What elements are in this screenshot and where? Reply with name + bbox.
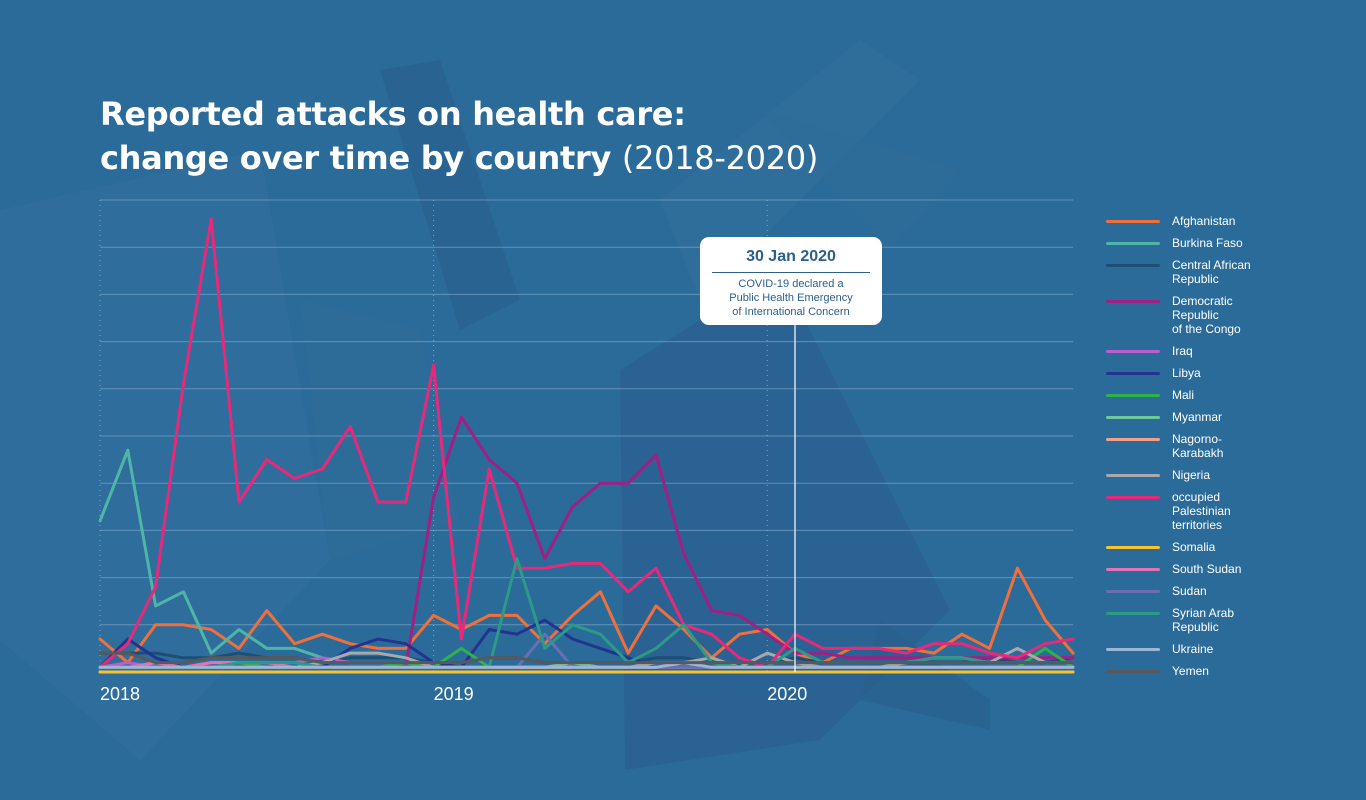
legend-swatch — [1106, 568, 1160, 571]
legend-swatch — [1106, 590, 1160, 593]
legend-item: Democratic Republic of the Congo — [1106, 294, 1282, 336]
legend-swatch — [1106, 264, 1160, 267]
chart-title-line1: Reported attacks on health care: — [100, 95, 686, 133]
chart-series — [98, 217, 1075, 674]
legend-item: Nagorno- Karabakh — [1106, 432, 1282, 460]
x-axis-ticks: 2018 2019 2020 — [100, 684, 807, 704]
series-line-yemen — [98, 651, 1075, 665]
legend-label: Sudan — [1172, 584, 1207, 598]
legend-item: Sudan — [1106, 584, 1282, 598]
legend-item: Libya — [1106, 366, 1282, 380]
legend-label: Mali — [1172, 388, 1195, 402]
legend-item: Yemen — [1106, 664, 1282, 678]
legend-label: Syrian Arab Republic — [1172, 606, 1235, 634]
chart-title: Reported attacks on health care: change … — [100, 92, 818, 180]
legend-label: Libya — [1172, 366, 1201, 380]
legend-swatch — [1106, 496, 1160, 499]
series-line-occupied-palestinian-territories — [98, 217, 1075, 669]
legend-label: Ukraine — [1172, 642, 1214, 656]
legend-label: Nigeria — [1172, 468, 1211, 482]
legend-swatch — [1106, 438, 1160, 441]
series-line-afghanistan — [98, 566, 1075, 665]
annotation-date: 30 Jan 2020 — [712, 247, 870, 273]
legend-item: Nigeria — [1106, 468, 1282, 482]
legend-swatch — [1106, 648, 1160, 651]
legend-label: Iraq — [1172, 344, 1193, 358]
legend-swatch — [1106, 416, 1160, 419]
series-line-ukraine — [98, 661, 1075, 669]
legend-label: Afghanistan — [1172, 214, 1236, 228]
legend-item: Myanmar — [1106, 410, 1282, 424]
legend-swatch — [1106, 670, 1160, 673]
annotation-text: COVID-19 declared a Public Health Emerge… — [729, 278, 853, 318]
legend-label: occupied Palestinian territories — [1172, 490, 1231, 532]
legend-item: Central African Republic — [1106, 258, 1282, 286]
legend-item: South Sudan — [1106, 562, 1282, 576]
legend-label: Nagorno- Karabakh — [1172, 432, 1224, 460]
x-tick-label: 2020 — [767, 684, 807, 704]
legend-swatch — [1106, 474, 1160, 477]
legend-swatch — [1106, 372, 1160, 375]
legend-item: Syrian Arab Republic — [1106, 606, 1282, 634]
legend-item: Ukraine — [1106, 642, 1282, 656]
legend-swatch — [1106, 612, 1160, 615]
legend-label: South Sudan — [1172, 562, 1242, 576]
legend-label: Somalia — [1172, 540, 1216, 554]
chart-title-years: (2018-2020) — [621, 139, 818, 177]
legend-item: Afghanistan — [1106, 214, 1282, 228]
legend-label: Central African Republic — [1172, 258, 1251, 286]
legend-swatch — [1106, 546, 1160, 549]
legend-swatch — [1106, 220, 1160, 223]
legend-label: Myanmar — [1172, 410, 1223, 424]
legend-item: Somalia — [1106, 540, 1282, 554]
legend-item: occupied Palestinian territories — [1106, 490, 1282, 532]
x-tick-label: 2018 — [100, 684, 140, 704]
legend-swatch — [1106, 394, 1160, 397]
legend-swatch — [1106, 242, 1160, 245]
legend-swatch — [1106, 300, 1160, 303]
legend-label: Burkina Faso — [1172, 236, 1243, 250]
legend-swatch — [1106, 350, 1160, 353]
legend-label: Democratic Republic of the Congo — [1172, 294, 1241, 336]
legend-item: Mali — [1106, 388, 1282, 402]
annotation-callout: 30 Jan 2020 COVID-19 declared a Public H… — [700, 237, 882, 325]
chart-grid — [99, 199, 1073, 673]
x-tick-label: 2019 — [434, 684, 474, 704]
legend-item: Iraq — [1106, 344, 1282, 358]
legend-item: Burkina Faso — [1106, 236, 1282, 250]
chart-title-line2: change over time by country — [100, 139, 612, 177]
legend-label: Yemen — [1172, 664, 1209, 678]
